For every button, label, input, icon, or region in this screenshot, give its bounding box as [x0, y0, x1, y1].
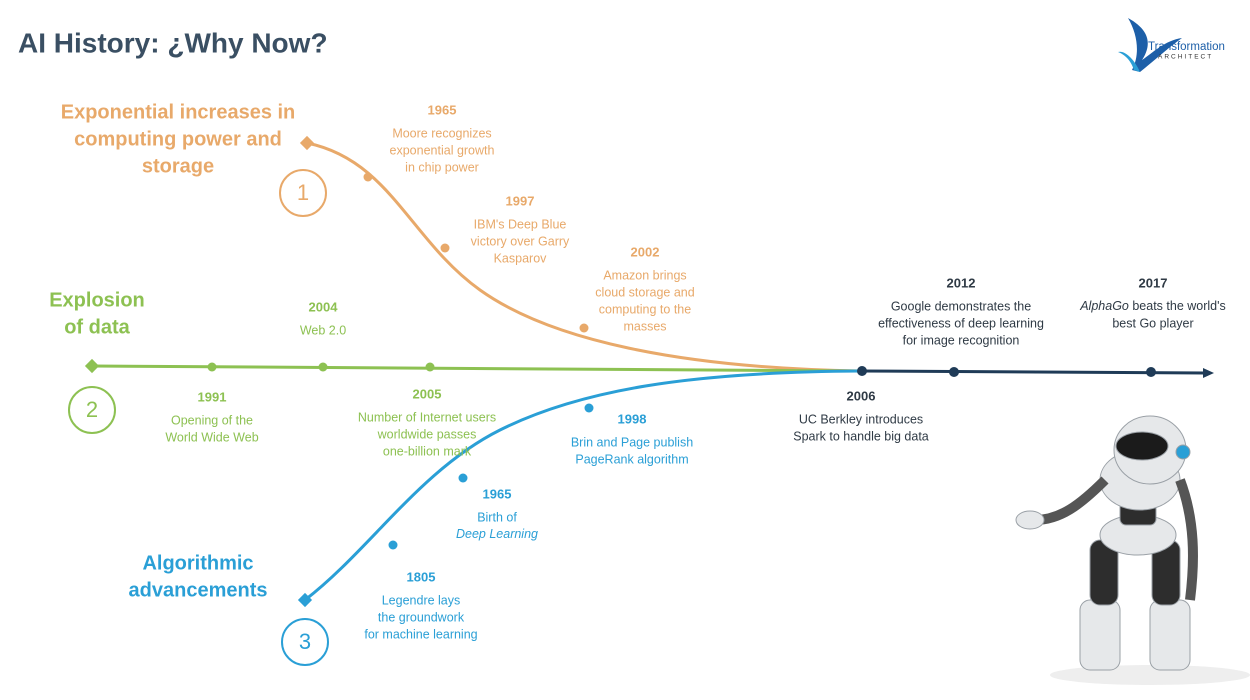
event-text: masses: [623, 319, 666, 333]
stream-start: [84, 358, 100, 374]
event-year: 2004: [309, 299, 339, 314]
stream-label: of data: [64, 316, 130, 338]
robot-ear: [1175, 444, 1191, 460]
robot-arm: [1034, 476, 1109, 525]
logo-bird: [1128, 18, 1182, 72]
event-text: World Wide Web: [165, 430, 258, 444]
timeline-dot: [584, 403, 594, 413]
event-text-italic: Deep Learning: [456, 527, 538, 541]
event-text: Brin and Page publish: [571, 435, 693, 449]
event-text: PageRank algorithm: [575, 452, 688, 466]
event-text: in chip power: [405, 160, 479, 174]
event-text: AlphaGo beats the world's: [1079, 299, 1226, 313]
event-text: Google demonstrates the: [891, 299, 1031, 313]
stream-label: advancements: [129, 579, 268, 601]
event-year: 1965: [483, 486, 512, 501]
event-text: for machine learning: [364, 627, 477, 641]
stream-start: [299, 135, 315, 151]
event-text: IBM's Deep Blue: [474, 217, 567, 231]
robot-hand: [1015, 510, 1045, 530]
event-text: UC Berkley introduces: [799, 412, 923, 426]
event-year: 2006: [847, 388, 876, 403]
stream-number-circle: [68, 386, 116, 434]
event-text: Kasparov: [494, 251, 548, 265]
event-text: Opening of the: [171, 413, 253, 427]
event-text: exponential growth: [390, 143, 495, 157]
stream-label: Explosion: [49, 289, 145, 311]
timeline-dot: [440, 243, 450, 253]
stream-number: 1: [297, 180, 309, 205]
event-text-italic: AlphaGo: [1079, 299, 1129, 313]
logo-wing: [1118, 51, 1140, 72]
logo: Transformation ARCHITECT: [1118, 18, 1225, 72]
event-year: 2017: [1139, 275, 1168, 290]
timeline-dot: [425, 362, 435, 372]
timeline-dot: [318, 362, 328, 372]
timeline-dot: [949, 367, 959, 377]
robot-leg: [1079, 599, 1121, 671]
event-year: 2002: [631, 244, 660, 259]
logo-tagline: ARCHITECT: [1158, 54, 1213, 61]
event-text: one-billion mark: [383, 444, 472, 458]
event-text: cloud storage and: [595, 285, 694, 299]
event-year: 2012: [947, 275, 976, 290]
timeline-dot: [857, 366, 867, 376]
stream-label: computing power and: [74, 128, 282, 150]
event-text-part: beats the world's: [1129, 299, 1226, 313]
event-year: 1965: [428, 102, 457, 117]
stream-number: 2: [86, 397, 98, 422]
event-year: 1998: [618, 411, 647, 426]
event-text: Deep Learning: [456, 527, 538, 541]
event-text: Spark to handle big data: [793, 429, 929, 443]
event-text: best Go player: [1112, 316, 1193, 330]
event-text: Legendre lays: [382, 593, 461, 607]
event-text: worldwide passes: [377, 427, 477, 441]
timeline-dot: [363, 172, 373, 182]
event-text: for image recognition: [903, 333, 1020, 347]
event-text: Amazon brings: [603, 268, 686, 282]
robot-arm: [1175, 478, 1198, 601]
event-text: the groundwork: [378, 610, 465, 624]
timeline-dot: [207, 362, 217, 372]
timeline: [84, 135, 1214, 608]
stream-line: [306, 141, 861, 373]
event-year: 2005: [413, 386, 442, 401]
robot-leg: [1149, 599, 1191, 671]
stream-start: [297, 592, 313, 608]
stream-line: [91, 364, 861, 373]
title: AI History: ¿Why Now?: [18, 27, 328, 58]
robot-visor: [1115, 431, 1169, 461]
stream-label: storage: [142, 155, 214, 177]
logo-name: Transformation: [1148, 41, 1225, 53]
event-text: Birth of: [477, 510, 517, 524]
event-text: Moore recognizes: [392, 126, 491, 140]
timeline-dot: [458, 473, 468, 483]
stream-label: Algorithmic: [142, 552, 253, 574]
robot-shadow: [1050, 665, 1250, 685]
event-year: 1991: [198, 389, 227, 404]
stream-number-circle: [281, 618, 329, 666]
event-text: Web 2.0: [300, 323, 346, 337]
robot: [1015, 415, 1250, 685]
shared-arrow: [1203, 368, 1214, 378]
event-text: Number of Internet users: [358, 410, 496, 424]
timeline-dot: [579, 323, 589, 333]
event-text: victory over Garry: [471, 234, 570, 248]
timeline-dot: [1146, 367, 1156, 377]
event-year: 1805: [407, 569, 436, 584]
stream-number: 3: [299, 629, 311, 654]
timeline-dot: [388, 540, 398, 550]
event-text: computing to the: [599, 302, 691, 316]
stream-label: Exponential increases in: [61, 101, 296, 123]
stream-line: [304, 369, 861, 602]
event-text: effectiveness of deep learning: [878, 316, 1044, 330]
event-year: 1997: [506, 193, 535, 208]
stream-number-circle: [279, 169, 327, 217]
